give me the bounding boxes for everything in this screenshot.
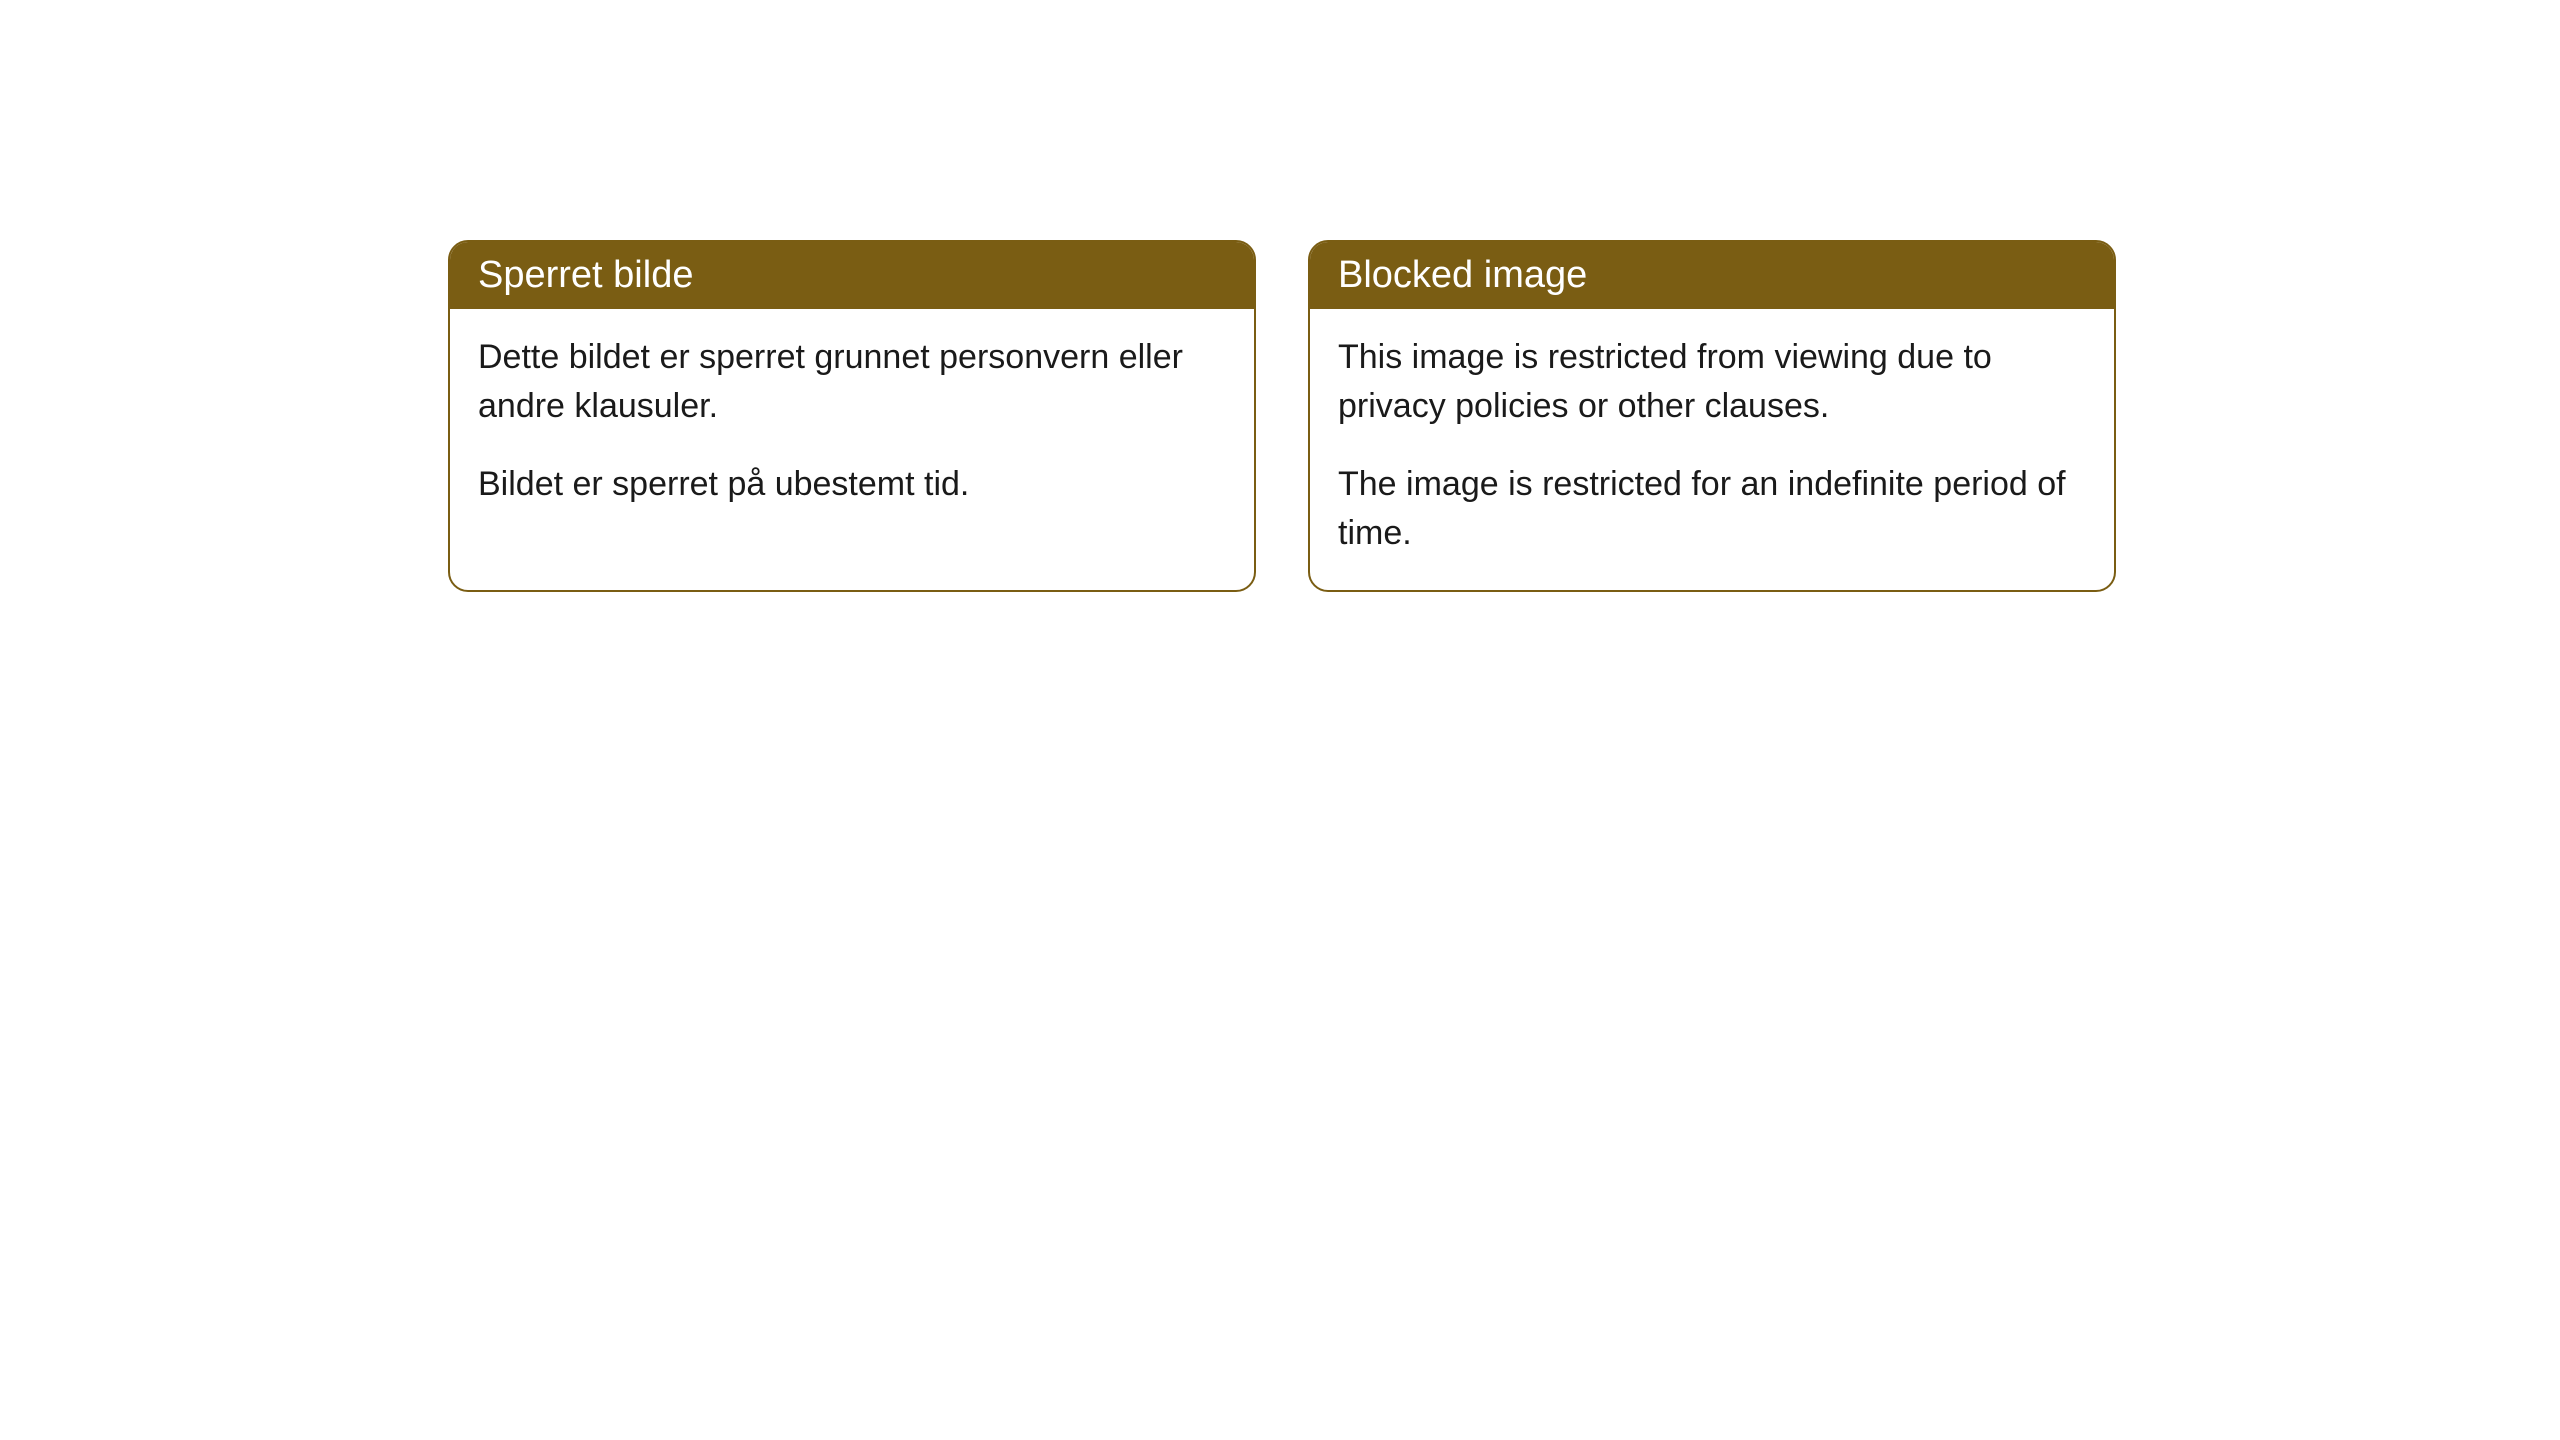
notice-paragraph: Bildet er sperret på ubestemt tid.: [478, 460, 1226, 509]
notice-card-norwegian: Sperret bilde Dette bildet er sperret gr…: [448, 240, 1256, 592]
notice-card-body: This image is restricted from viewing du…: [1310, 309, 2114, 590]
notice-card-header: Sperret bilde: [450, 242, 1254, 309]
notice-cards-container: Sperret bilde Dette bildet er sperret gr…: [448, 240, 2116, 592]
notice-paragraph: The image is restricted for an indefinit…: [1338, 460, 2086, 559]
notice-card-body: Dette bildet er sperret grunnet personve…: [450, 309, 1254, 541]
notice-card-header: Blocked image: [1310, 242, 2114, 309]
notice-paragraph: Dette bildet er sperret grunnet personve…: [478, 333, 1226, 432]
notice-card-english: Blocked image This image is restricted f…: [1308, 240, 2116, 592]
notice-paragraph: This image is restricted from viewing du…: [1338, 333, 2086, 432]
